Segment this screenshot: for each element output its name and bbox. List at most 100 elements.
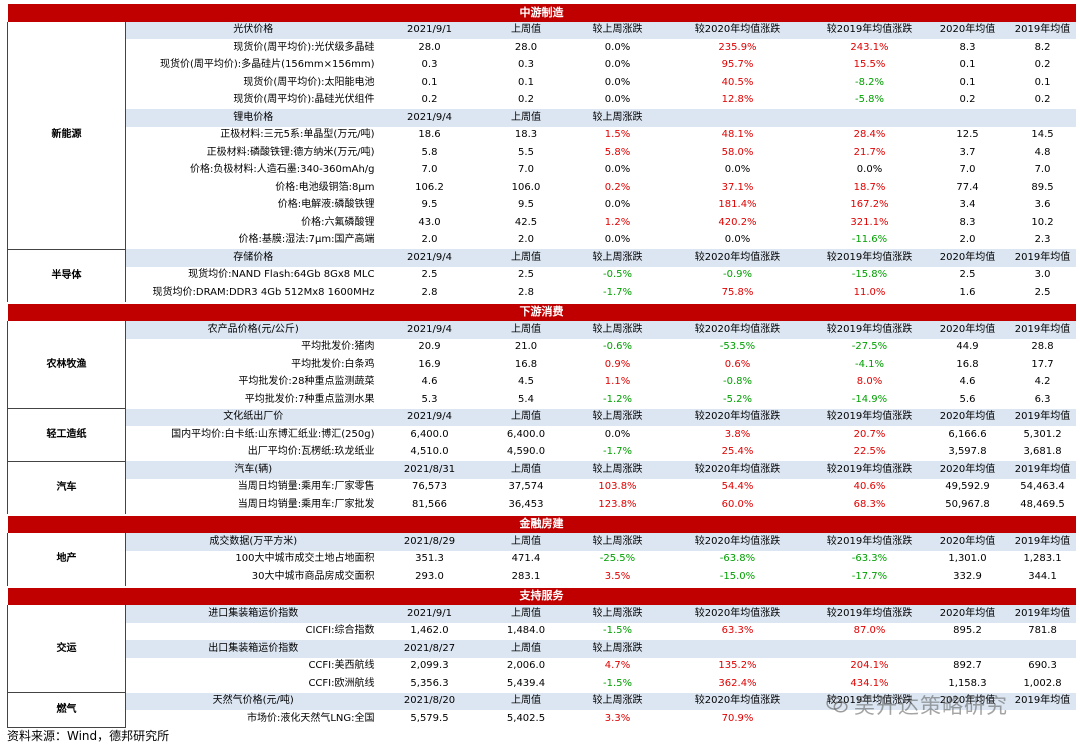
- data-cell: 3.3%: [573, 710, 662, 728]
- row-label: 价格:基膜:湿法:7μm:国产高端: [125, 231, 381, 249]
- data-cell: 14.5: [1009, 126, 1076, 144]
- row-label: 平均批发价:28种重点监测蔬菜: [125, 373, 381, 391]
- data-cell: 28.4%: [813, 126, 926, 144]
- data-cell: 4,510.0: [380, 443, 479, 461]
- data-cell: 5.8: [380, 144, 479, 162]
- data-cell: -15.8%: [813, 266, 926, 284]
- data-cell: 351.3: [380, 550, 479, 568]
- header-cell: 2019年均值: [1009, 21, 1076, 39]
- row-label: 价格:负极材料:人造石墨:340-360mAh/g: [125, 161, 381, 179]
- table-row: 出厂平均价:瓦楞纸:玖龙纸业 4,510.0 4,590.0 -1.7% 25.4% 22…: [8, 443, 1076, 461]
- data-cell: 293.0: [380, 568, 479, 587]
- data-cell: 76,573: [380, 478, 479, 496]
- block-header-row: 锂电价格 2021/9/4 上周值 较上周涨跌: [8, 109, 1076, 127]
- block-header-row: 新能源 光伏价格 2021/9/1 上周值 较上周涨跌 较2020年均值涨跌 较2019年均…: [7, 21, 1076, 250]
- header-cell: 2020年均值: [925, 21, 1010, 39]
- data-cell: 54.4%: [661, 478, 814, 496]
- data-cell: 283.1: [478, 568, 574, 587]
- table-row: 正极材料:磷酸铁锂:德方纳米(万元/吨) 5.8 5.5 5.8% 58.0% 21.7%…: [8, 144, 1076, 162]
- block-header-row: 交运 进口集装箱运价指数 2021/9/1 上周值 较上周涨跌 较2020年均值涨跌 较20…: [7, 605, 1076, 693]
- header-cell: [813, 109, 926, 127]
- header-cell: 较2020年均值涨跌: [661, 408, 814, 426]
- data-cell: 123.8%: [573, 496, 662, 515]
- header-cell: [661, 640, 814, 658]
- data-cell: -5.2%: [661, 391, 814, 409]
- header-cell: 2020年均值: [925, 408, 1010, 426]
- header-cell: 较上周涨跌: [573, 109, 662, 127]
- header-cell: 较上周涨跌: [573, 692, 662, 710]
- data-cell: 0.0%: [813, 161, 926, 179]
- row-label: 正极材料:磷酸铁锂:德方纳米(万元/吨): [125, 144, 381, 162]
- data-cell: 87.0%: [813, 622, 926, 640]
- data-cell: 37.1%: [661, 179, 814, 197]
- header-cell: 2021/9/4: [380, 109, 479, 127]
- data-cell: 344.1: [1009, 568, 1076, 587]
- header-cell: 上周值: [478, 461, 574, 479]
- header-cell: 2019年均值: [1009, 249, 1076, 267]
- data-cell: 40.5%: [661, 74, 814, 92]
- data-cell: 3.0: [1009, 266, 1076, 284]
- header-cell: 较2020年均值涨跌: [661, 533, 814, 551]
- data-cell: 135.2%: [661, 657, 814, 675]
- header-cell: 2021/8/31: [380, 461, 479, 479]
- data-cell: 10.2: [1009, 214, 1076, 232]
- data-cell: 204.1%: [813, 657, 926, 675]
- data-cell: 48,469.5: [1009, 496, 1076, 515]
- data-cell: 2.0: [925, 231, 1010, 249]
- row-label: 当周日均销量:乘用车:厂家零售: [125, 478, 381, 496]
- table-row: 平均批发价:7种重点监测水果 5.3 5.4 -1.2% -5.2% -14.9% 5.6 6…: [8, 391, 1076, 409]
- data-cell: [813, 710, 926, 728]
- data-cell: 15.5%: [813, 56, 926, 74]
- row-label: 100大中城市成交土地占地面积: [125, 550, 381, 568]
- data-cell: -1.7%: [573, 443, 662, 461]
- header-cell: 较上周涨跌: [573, 605, 662, 623]
- data-cell: 0.1: [478, 74, 574, 92]
- data-cell: 690.3: [1009, 657, 1076, 675]
- data-cell: 321.1%: [813, 214, 926, 232]
- table-row: 现货价(周平均价):晶硅光伏组件 0.2 0.2 0.0% 12.8% -5.8% 0.2 0…: [8, 91, 1076, 109]
- data-cell: 4.6: [925, 373, 1010, 391]
- category-label: 地产: [7, 533, 126, 587]
- block-title: 农产品价格(元/公斤): [125, 321, 381, 339]
- data-cell: 3.4: [925, 196, 1010, 214]
- data-cell: 5.6: [925, 391, 1010, 409]
- data-cell: 20.9: [380, 338, 479, 356]
- data-cell: 5.8%: [573, 144, 662, 162]
- header-cell: 2021/9/4: [380, 249, 479, 267]
- data-cell: 7.0: [380, 161, 479, 179]
- data-cell: 2.0: [380, 231, 479, 249]
- data-cell: 362.4%: [661, 675, 814, 693]
- row-label: 出厂平均价:瓦楞纸:玖龙纸业: [125, 443, 381, 461]
- header-cell: 较上周涨跌: [573, 321, 662, 339]
- data-cell: 1.1%: [573, 373, 662, 391]
- category-label: 汽车: [7, 461, 126, 515]
- data-cell: 0.0%: [573, 161, 662, 179]
- category-label: 农林牧渔: [7, 321, 126, 409]
- header-cell: 上周值: [478, 605, 574, 623]
- data-cell: 18.6: [380, 126, 479, 144]
- header-cell: 上周值: [478, 249, 574, 267]
- row-label: 正极材料:三元5系:单晶型(万元/吨): [125, 126, 381, 144]
- data-cell: -8.2%: [813, 74, 926, 92]
- data-cell: 48.1%: [661, 126, 814, 144]
- data-cell: 11.0%: [813, 284, 926, 303]
- header-cell: 较2019年均值涨跌: [813, 533, 926, 551]
- data-cell: -15.0%: [661, 568, 814, 587]
- header-cell: 上周值: [478, 109, 574, 127]
- category-label: 燃气: [7, 692, 126, 728]
- data-cell: 1,283.1: [1009, 550, 1076, 568]
- header-cell: 上周值: [478, 692, 574, 710]
- data-cell: 4.6: [380, 373, 479, 391]
- data-cell: 5,301.2: [1009, 426, 1076, 444]
- block-header-row: 半导体 存储价格 2021/9/4 上周值 较上周涨跌 较2020年均值涨跌 较2019年均…: [7, 249, 1076, 303]
- data-cell: 2,006.0: [478, 657, 574, 675]
- data-cell: 895.2: [925, 622, 1010, 640]
- header-cell: 2019年均值: [1009, 321, 1076, 339]
- header-cell: [925, 109, 1010, 127]
- data-cell: -0.5%: [573, 266, 662, 284]
- header-cell: 2019年均值: [1009, 408, 1076, 426]
- header-cell: [1009, 109, 1076, 127]
- data-cell: 70.9%: [661, 710, 814, 728]
- data-cell: 2,099.3: [380, 657, 479, 675]
- header-cell: 2020年均值: [925, 249, 1010, 267]
